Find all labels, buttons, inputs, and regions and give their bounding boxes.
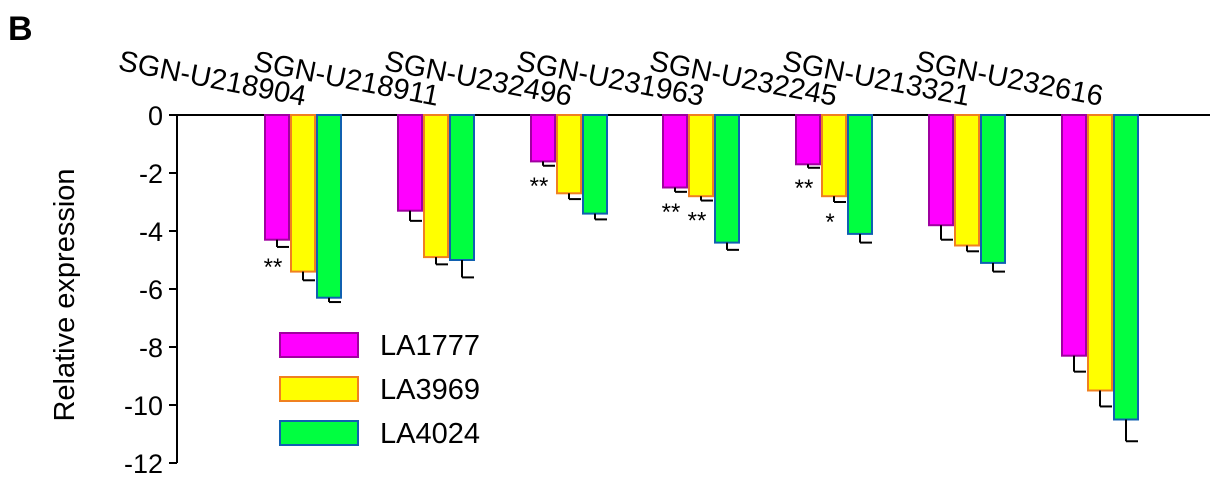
y-tick-label: -8 bbox=[139, 333, 163, 363]
bar-la3969-sgn-u218911 bbox=[423, 114, 449, 259]
bar-la1777-sgn-u232496 bbox=[530, 114, 556, 163]
y-tick-label: -4 bbox=[139, 217, 163, 247]
bar-la4024-sgn-u232496 bbox=[582, 114, 608, 215]
y-tick-label: -10 bbox=[124, 391, 163, 421]
legend-label-la4024: LA4024 bbox=[380, 418, 480, 450]
legend-label-la3969: LA3969 bbox=[380, 374, 480, 406]
significance-mark: ** bbox=[795, 175, 814, 202]
bar-la3969-sgn-u232496 bbox=[556, 114, 582, 195]
axes: 0 -2 -4 -6 -8 -10 -12 bbox=[124, 101, 1210, 477]
panel-label: B bbox=[8, 10, 33, 48]
significance-mark: * bbox=[825, 209, 834, 236]
y-tick-label: -12 bbox=[124, 449, 163, 477]
legend: LA1777 LA3969 LA4024 bbox=[279, 330, 480, 450]
legend-swatch-la3969 bbox=[279, 376, 359, 402]
error-bars bbox=[276, 161, 1138, 443]
bar-la4024-sgn-u218904 bbox=[316, 114, 342, 299]
bar-la1777-sgn-u218904 bbox=[264, 114, 290, 241]
significance-mark: ** bbox=[688, 208, 707, 235]
bar-la1777-sgn-u213321 bbox=[928, 114, 954, 227]
bar-la3969-sgn-u213321 bbox=[954, 114, 980, 247]
bar-la3969-sgn-u232245 bbox=[821, 114, 847, 198]
bar-la3969-sgn-u231963 bbox=[688, 114, 714, 198]
bar-la1777-sgn-u232245 bbox=[795, 114, 821, 166]
bar-la1777-sgn-u232616 bbox=[1061, 114, 1087, 357]
bar-la3969-sgn-u218904 bbox=[290, 114, 316, 273]
bar-la4024-sgn-u218911 bbox=[449, 114, 475, 261]
significance-mark: ** bbox=[662, 199, 681, 226]
category-labels: SGN-U218904SGN-U218911SGN-U232496SGN-U23… bbox=[116, 45, 1106, 113]
y-axis-title: Relative expression bbox=[49, 168, 81, 421]
y-tick-label: 0 bbox=[148, 101, 163, 131]
bar-la3969-sgn-u232616 bbox=[1087, 114, 1113, 392]
significance-marks: ****** ***** bbox=[264, 173, 835, 281]
legend-swatch-la4024 bbox=[279, 420, 359, 446]
bar-la4024-sgn-u231963 bbox=[714, 114, 740, 244]
bar-la4024-sgn-u213321 bbox=[980, 114, 1006, 264]
bar-la1777-sgn-u218911 bbox=[397, 114, 423, 212]
significance-mark: ** bbox=[530, 173, 549, 200]
bar-la4024-sgn-u232245 bbox=[847, 114, 873, 235]
significance-mark: ** bbox=[264, 254, 283, 281]
y-tick-label: -2 bbox=[139, 159, 163, 189]
legend-label-la1777: LA1777 bbox=[380, 330, 480, 362]
bar-la1777-sgn-u231963 bbox=[662, 114, 688, 189]
legend-swatch-la1777 bbox=[279, 332, 359, 358]
bar-la4024-sgn-u232616 bbox=[1113, 114, 1139, 421]
y-tick-label: -6 bbox=[139, 275, 163, 305]
